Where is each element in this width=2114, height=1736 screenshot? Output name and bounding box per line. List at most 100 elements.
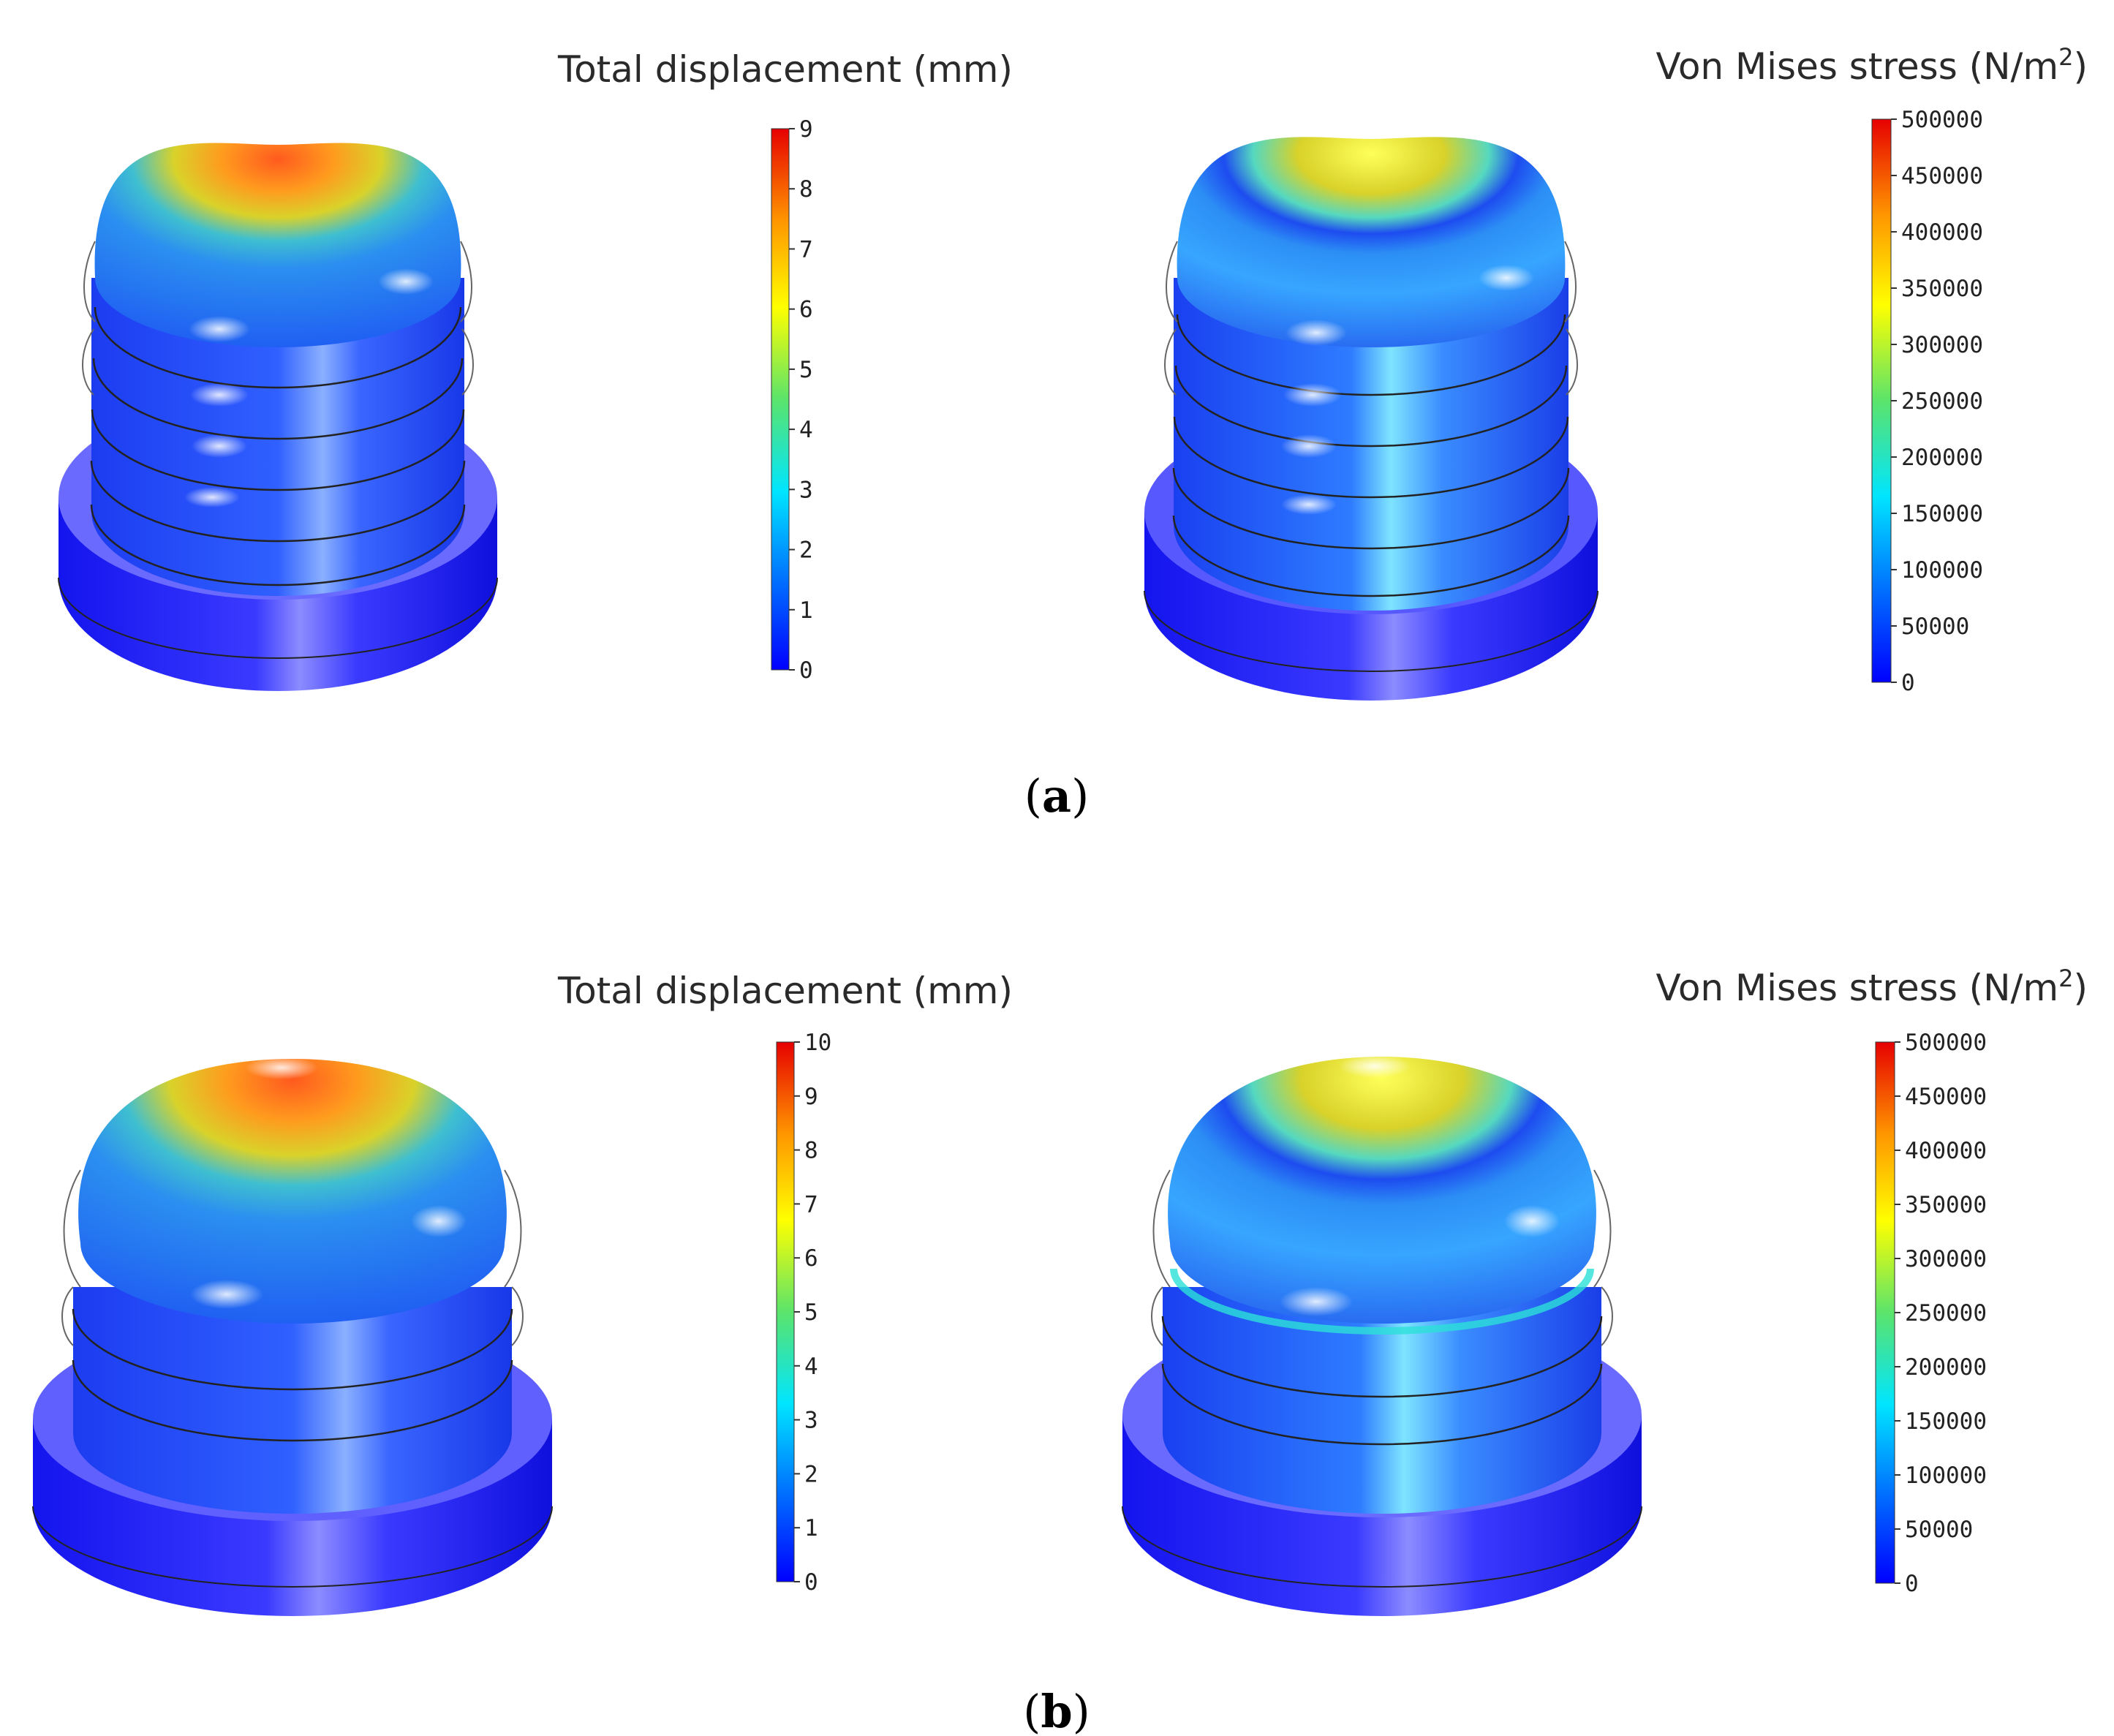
colorbar-tick-label: 450000 — [1901, 163, 1983, 189]
colorbar-tick-label: 200000 — [1901, 445, 1983, 471]
ring-lines — [1161, 1316, 1603, 1446]
specular-highlight — [1286, 320, 1347, 346]
colorbar-tick-label: 7 — [804, 1191, 818, 1218]
dome — [78, 1059, 507, 1324]
specular-highlight — [190, 383, 249, 407]
colorbar-ticks: 0 1 2 3 4 5 6 7 8 9 — [789, 116, 813, 684]
caption-b: (b) — [1023, 1685, 1090, 1736]
colorbar-tick-label: 6 — [799, 297, 813, 323]
body-cylinder — [91, 278, 464, 596]
colorbar-tick-label: 500000 — [1901, 107, 1983, 133]
colorbar-displacement-a: Total displacement (mm) 0 1 2 3 4 5 6 7 8 9 — [557, 48, 1013, 684]
specular-highlight — [1281, 494, 1337, 515]
colorbar-ticks: 0 1 2 3 4 5 6 7 8 9 10 — [794, 1030, 831, 1596]
colorbar-tick-label: 9 — [804, 1084, 818, 1110]
colorbar-tick-label: 10 — [804, 1030, 831, 1056]
colorbar-tick-label: 450000 — [1905, 1084, 1987, 1110]
colorbar-tick-label: 6 — [804, 1245, 818, 1272]
colorbar-tick-label: 5 — [799, 357, 813, 383]
specular-highlight — [378, 268, 434, 295]
stress-band — [1170, 1268, 1594, 1335]
ring-lines — [1172, 314, 1570, 597]
colorbar-tick-label: 100000 — [1905, 1463, 1987, 1489]
undeformed-outline — [61, 1169, 524, 1346]
colorbar-title: Von Mises stress (N/m2) — [1656, 965, 2088, 1009]
colorbar-title: Von Mises stress (N/m2) — [1656, 43, 2088, 88]
colorbar-tick-label: 400000 — [1901, 219, 1983, 246]
colorbar-tick-label: 5 — [804, 1299, 818, 1326]
colorbar-tick-label: 300000 — [1905, 1246, 1987, 1272]
base-seam-line — [58, 577, 498, 659]
colorbar-tick-label: 2 — [804, 1461, 818, 1487]
specular-highlight — [192, 434, 247, 458]
colorbar-tick-label: 0 — [804, 1569, 818, 1596]
specular-highlight — [1479, 265, 1534, 291]
panel-b: Total displacement (mm) 0 1 2 3 4 5 6 7 8 9 10 — [32, 965, 2088, 1736]
colorbar-gradient — [771, 128, 790, 671]
colorbar-gradient — [776, 1041, 795, 1582]
colorbar-tick-label: 4 — [799, 417, 813, 443]
model-stress-b — [1122, 1054, 1642, 1616]
colorbar-tick-label: 500000 — [1905, 1030, 1987, 1056]
model-displacement-b — [32, 1056, 553, 1616]
colorbar-ticks: 0 50000 100000 150000 200000 250000 300000 3500… — [1895, 1030, 1987, 1597]
colorbar-title: Total displacement (mm) — [557, 970, 1013, 1012]
colorbar-tick-label: 7 — [799, 236, 813, 263]
colorbar-tick-label: 150000 — [1901, 501, 1983, 527]
colorbar-title: Total displacement (mm) — [557, 48, 1013, 91]
body-cylinder — [1174, 278, 1568, 611]
colorbar-tick-label: 200000 — [1905, 1354, 1987, 1381]
undeformed-outline — [1151, 1169, 1613, 1346]
undeformed-outline — [82, 241, 474, 396]
colorbar-tick-label: 0 — [1905, 1571, 1919, 1597]
colorbar-displacement-b: Total displacement (mm) 0 1 2 3 4 5 6 7 8 9 10 — [557, 970, 1013, 1596]
colorbar-tick-label: 100000 — [1901, 557, 1983, 584]
colorbar-tick-label: 9 — [799, 116, 813, 143]
colorbar-tick-label: 1 — [804, 1515, 818, 1541]
colorbar-tick-label: 300000 — [1901, 332, 1983, 358]
dome — [1168, 1057, 1596, 1324]
colorbar-tick-label: 4 — [804, 1354, 818, 1380]
undeformed-outline — [1164, 241, 1578, 396]
colorbar-tick-label: 50000 — [1901, 614, 1969, 640]
colorbar-tick-label: 2 — [799, 537, 813, 564]
colorbar-tick-label: 250000 — [1901, 388, 1983, 415]
colorbar-tick-label: 350000 — [1901, 276, 1983, 302]
specular-highlight — [190, 1280, 263, 1309]
base-seam-line — [1122, 1506, 1642, 1588]
specular-highlight — [245, 1056, 318, 1079]
ring-lines — [72, 1308, 513, 1442]
base-seam-line — [32, 1506, 553, 1588]
colorbar-tick-label: 8 — [804, 1138, 818, 1164]
dome — [94, 143, 461, 348]
colorbar-ticks: 0 50000 100000 150000 200000 250000 300000 3500… — [1891, 107, 1983, 696]
specular-highlight — [411, 1205, 467, 1237]
colorbar-tick-label: 1 — [799, 597, 813, 624]
colorbar-tick-label: 0 — [799, 657, 813, 684]
colorbar-stress-a: Von Mises stress (N/m2) 0 50000 100000 1500… — [1656, 43, 2088, 696]
colorbar-tick-label: 400000 — [1905, 1138, 1987, 1164]
panel-a: Total displacement (mm) 0 1 2 3 4 5 6 7 8 9 — [58, 43, 2088, 823]
colorbar-tick-label: 3 — [799, 477, 813, 503]
body-cylinder — [73, 1287, 512, 1514]
colorbar-tick-label: 50000 — [1905, 1517, 1973, 1543]
body-cylinder — [1163, 1287, 1601, 1514]
colorbar-gradient — [1871, 118, 1892, 683]
colorbar-stress-b: Von Mises stress (N/m2) 0 50000 100000 1500… — [1656, 965, 2088, 1597]
specular-highlight — [184, 487, 240, 507]
dome — [1177, 137, 1566, 347]
ring-lines — [90, 306, 466, 586]
specular-highlight — [1283, 383, 1342, 407]
colorbar-tick-label: 3 — [804, 1408, 818, 1434]
specular-highlight — [1281, 434, 1337, 458]
model-stress-a — [1144, 137, 1598, 701]
colorbar-gradient — [1875, 1041, 1895, 1584]
specular-highlight — [189, 316, 250, 342]
caption-a: (a) — [1024, 769, 1090, 823]
colorbar-tick-label: 250000 — [1905, 1300, 1987, 1326]
model-displacement-a — [58, 143, 498, 691]
colorbar-tick-label: 150000 — [1905, 1408, 1987, 1435]
colorbar-tick-label: 350000 — [1905, 1192, 1987, 1218]
colorbar-tick-label: 8 — [799, 176, 813, 203]
